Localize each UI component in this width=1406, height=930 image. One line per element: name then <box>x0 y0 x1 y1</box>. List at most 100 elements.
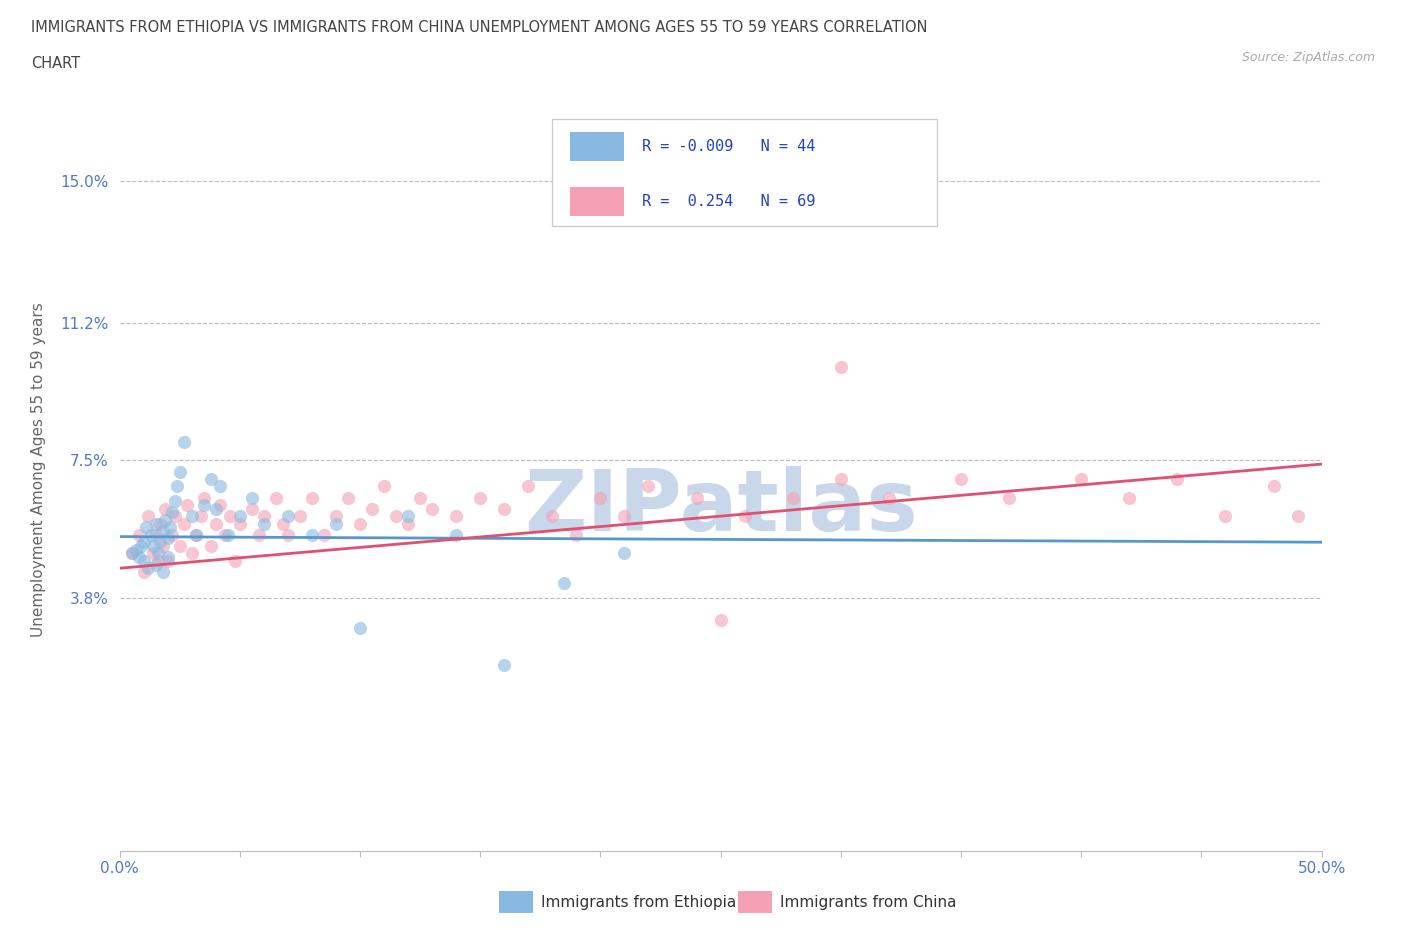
Point <box>190 509 212 524</box>
Point <box>264 490 287 505</box>
Point <box>145 557 167 572</box>
Point <box>253 509 276 524</box>
Point <box>1286 509 1309 524</box>
Point <box>146 553 169 568</box>
Point <box>128 527 150 542</box>
Point <box>734 509 756 524</box>
Point <box>253 516 276 531</box>
Point <box>162 527 184 542</box>
Point <box>152 565 174 579</box>
Point <box>361 501 384 516</box>
Point <box>135 520 157 535</box>
Point <box>217 527 239 542</box>
Point <box>240 501 263 516</box>
Point <box>163 494 186 509</box>
Point <box>385 509 408 524</box>
Point <box>247 527 270 542</box>
Point <box>949 472 972 486</box>
Point <box>219 509 242 524</box>
Point <box>271 516 294 531</box>
Point <box>153 501 176 516</box>
Point <box>301 527 323 542</box>
Point <box>228 509 252 524</box>
Point <box>121 546 143 561</box>
Point <box>565 527 588 542</box>
Point <box>145 527 167 542</box>
Point <box>209 479 232 494</box>
Point <box>152 524 174 538</box>
Point <box>420 501 443 516</box>
FancyBboxPatch shape <box>553 119 936 226</box>
Point <box>589 490 612 505</box>
Point <box>288 509 311 524</box>
Point <box>409 490 432 505</box>
Point <box>277 509 299 524</box>
Y-axis label: Unemployment Among Ages 55 to 59 years: Unemployment Among Ages 55 to 59 years <box>31 302 46 637</box>
Point <box>325 516 347 531</box>
Point <box>613 509 636 524</box>
Point <box>169 464 191 479</box>
Point <box>685 490 707 505</box>
Point <box>162 505 184 520</box>
Point <box>128 550 150 565</box>
Point <box>204 516 226 531</box>
Point <box>228 516 252 531</box>
Point <box>132 535 155 550</box>
Point <box>877 490 900 505</box>
Point <box>173 516 195 531</box>
Point <box>336 490 359 505</box>
Point <box>494 658 516 672</box>
Point <box>163 509 186 524</box>
Point <box>325 509 347 524</box>
Text: ZIPatlas: ZIPatlas <box>523 466 918 550</box>
Point <box>373 479 395 494</box>
Point <box>145 516 167 531</box>
Point <box>180 546 202 561</box>
Point <box>830 472 852 486</box>
Point <box>200 538 222 553</box>
Point <box>494 501 516 516</box>
Point <box>193 490 215 505</box>
Point <box>224 553 246 568</box>
Point <box>153 512 176 527</box>
Point <box>125 542 148 557</box>
Point <box>142 546 165 561</box>
Point <box>613 546 636 561</box>
Point <box>709 613 731 628</box>
Point <box>156 531 179 546</box>
Point <box>180 509 202 524</box>
Text: IMMIGRANTS FROM ETHIOPIA VS IMMIGRANTS FROM CHINA UNEMPLOYMENT AMONG AGES 55 TO : IMMIGRANTS FROM ETHIOPIA VS IMMIGRANTS F… <box>31 20 928 35</box>
Point <box>132 565 155 579</box>
Point <box>553 576 575 591</box>
Point <box>166 479 188 494</box>
Point <box>176 498 198 512</box>
Point <box>998 490 1021 505</box>
Point <box>214 527 236 542</box>
Point <box>200 472 222 486</box>
Point <box>193 498 215 512</box>
Point <box>396 516 419 531</box>
Point <box>152 538 174 553</box>
Point <box>1070 472 1092 486</box>
Point <box>782 490 804 505</box>
FancyBboxPatch shape <box>571 188 624 217</box>
Point <box>312 527 335 542</box>
Point <box>169 538 191 553</box>
Point <box>149 535 172 550</box>
Point <box>129 538 152 553</box>
Point <box>444 527 467 542</box>
Point <box>240 490 263 505</box>
Point <box>396 509 419 524</box>
Point <box>468 490 492 505</box>
Point <box>156 550 179 565</box>
Point <box>138 561 160 576</box>
Point <box>159 520 181 535</box>
Text: Immigrants from Ethiopia: Immigrants from Ethiopia <box>541 895 737 910</box>
Point <box>146 546 169 561</box>
Point <box>541 509 564 524</box>
Point <box>349 620 371 635</box>
Point <box>209 498 232 512</box>
Point <box>139 527 162 542</box>
Point <box>517 479 540 494</box>
Point <box>1215 509 1237 524</box>
